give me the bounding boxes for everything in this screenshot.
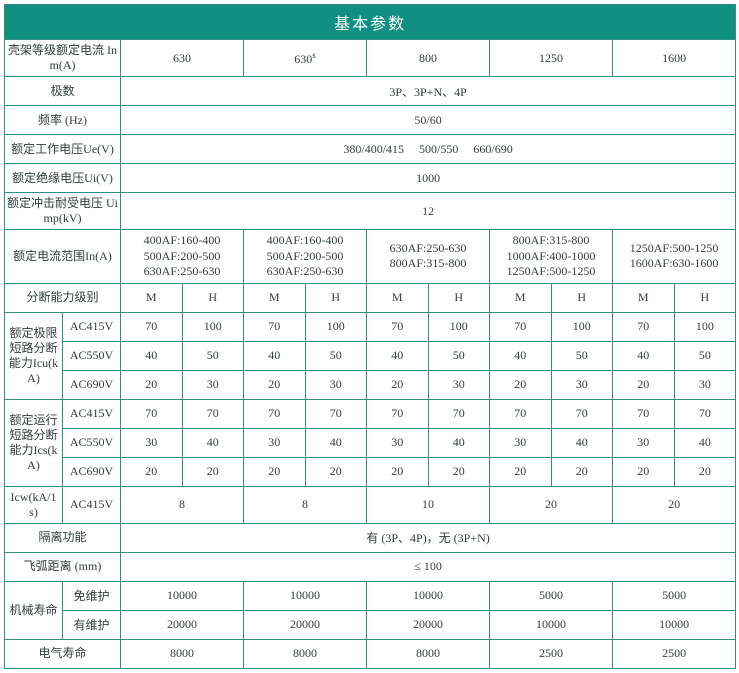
val-arc: ≤ 100: [121, 552, 736, 581]
mh-7: H: [551, 283, 613, 312]
label-elec: 电气寿命: [5, 639, 121, 668]
label-mech-m: 有维护: [63, 610, 121, 639]
mh-8: M: [613, 283, 675, 312]
mh-0: M: [121, 283, 183, 312]
label-arc: 飞弧距离 (mm): [5, 552, 121, 581]
row-ue: 额定工作电压Ue(V) 380/400/415 500/550 660/690: [5, 135, 736, 164]
in-2: 630AF:250-630800AF:315-800: [367, 230, 490, 284]
val-uimp: 12: [121, 193, 736, 230]
label-uimp: 额定冲击耐受电压 Uimp(kV): [5, 193, 121, 230]
row-isolate: 隔离功能 有 (3P、4P)，无 (3P+N): [5, 523, 736, 552]
label-poles: 极数: [5, 77, 121, 106]
ics-v415: AC415V: [63, 399, 121, 428]
in-3: 800AF:315-8001000AF:400-10001250AF:500-1…: [490, 230, 613, 284]
row-ics-550: AC550V 3040 3040 3040 3040 3040: [5, 428, 736, 457]
inm-1: 630s: [244, 40, 367, 77]
row-uimp: 额定冲击耐受电压 Uimp(kV) 12: [5, 193, 736, 230]
label-ui: 额定绝缘电压Ui(V): [5, 164, 121, 193]
icu-v415: AC415V: [63, 312, 121, 341]
row-mech-m: 有维护 20000 20000 20000 10000 10000: [5, 610, 736, 639]
mh-4: M: [367, 283, 429, 312]
row-elec: 电气寿命 8000 8000 8000 2500 2500: [5, 639, 736, 668]
val-ue: 380/400/415 500/550 660/690: [121, 135, 736, 164]
label-mech-nom: 免维护: [63, 581, 121, 610]
label-ics: 额定运行短路分断能力Ics(kA): [5, 399, 63, 486]
label-mech: 机械寿命: [5, 581, 63, 639]
label-freq: 频率 (Hz): [5, 106, 121, 135]
table-title: 基本参数: [5, 5, 736, 40]
inm-2: 800: [367, 40, 490, 77]
row-icw: Icw(kA/1s) AC415V 8 8 10 20 20: [5, 486, 736, 523]
row-break-level: 分断能力级别 M H M H M H M H M H: [5, 283, 736, 312]
val-isolate: 有 (3P、4P)，无 (3P+N): [121, 523, 736, 552]
spec-table: 基本参数 壳架等级额定电流 Inm(A) 630 630s 800 1250 1…: [4, 4, 736, 669]
icw-v: AC415V: [63, 486, 121, 523]
row-icu-415: 额定极限短路分断能力Icu(kA) AC415V 70100 70100 701…: [5, 312, 736, 341]
row-in: 额定电流范围In(A) 400AF:160-400500AF:200-50063…: [5, 230, 736, 284]
inm-3: 1250: [490, 40, 613, 77]
mh-9: H: [674, 283, 736, 312]
icu-v550: AC550V: [63, 341, 121, 370]
label-break-level: 分断能力级别: [5, 283, 121, 312]
row-ui: 额定绝缘电压Ui(V) 1000: [5, 164, 736, 193]
label-ue: 额定工作电压Ue(V): [5, 135, 121, 164]
label-isolate: 隔离功能: [5, 523, 121, 552]
row-inm: 壳架等级额定电流 Inm(A) 630 630s 800 1250 1600: [5, 40, 736, 77]
row-icu-690: AC690V 2030 2030 2030 2030 2030: [5, 370, 736, 399]
row-mech-nom: 机械寿命 免维护 10000 10000 10000 5000 5000: [5, 581, 736, 610]
row-poles: 极数 3P、3P+N、4P: [5, 77, 736, 106]
val-freq: 50/60: [121, 106, 736, 135]
label-inm: 壳架等级额定电流 Inm(A): [5, 40, 121, 77]
row-ics-415: 额定运行短路分断能力Ics(kA) AC415V 7070 7070 7070 …: [5, 399, 736, 428]
inm-0: 630: [121, 40, 244, 77]
mh-3: H: [305, 283, 367, 312]
row-freq: 频率 (Hz) 50/60: [5, 106, 736, 135]
ics-v690: AC690V: [63, 457, 121, 486]
label-in: 额定电流范围In(A): [5, 230, 121, 284]
val-poles: 3P、3P+N、4P: [121, 77, 736, 106]
label-icu: 额定极限短路分断能力Icu(kA): [5, 312, 63, 399]
mh-1: H: [182, 283, 244, 312]
ics-v550: AC550V: [63, 428, 121, 457]
title-row: 基本参数: [5, 5, 736, 40]
in-4: 1250AF:500-12501600AF:630-1600: [613, 230, 736, 284]
row-ics-690: AC690V 2020 2020 2020 2020 2020: [5, 457, 736, 486]
mh-5: H: [428, 283, 490, 312]
icu-v690: AC690V: [63, 370, 121, 399]
label-icw: Icw(kA/1s): [5, 486, 63, 523]
inm-4: 1600: [613, 40, 736, 77]
in-0: 400AF:160-400500AF:200-500630AF:250-630: [121, 230, 244, 284]
in-1: 400AF:160-400500AF:200-500630AF:250-630: [244, 230, 367, 284]
mh-2: M: [244, 283, 306, 312]
val-ui: 1000: [121, 164, 736, 193]
row-arc: 飞弧距离 (mm) ≤ 100: [5, 552, 736, 581]
mh-6: M: [490, 283, 552, 312]
row-icu-550: AC550V 4050 4050 4050 4050 4050: [5, 341, 736, 370]
